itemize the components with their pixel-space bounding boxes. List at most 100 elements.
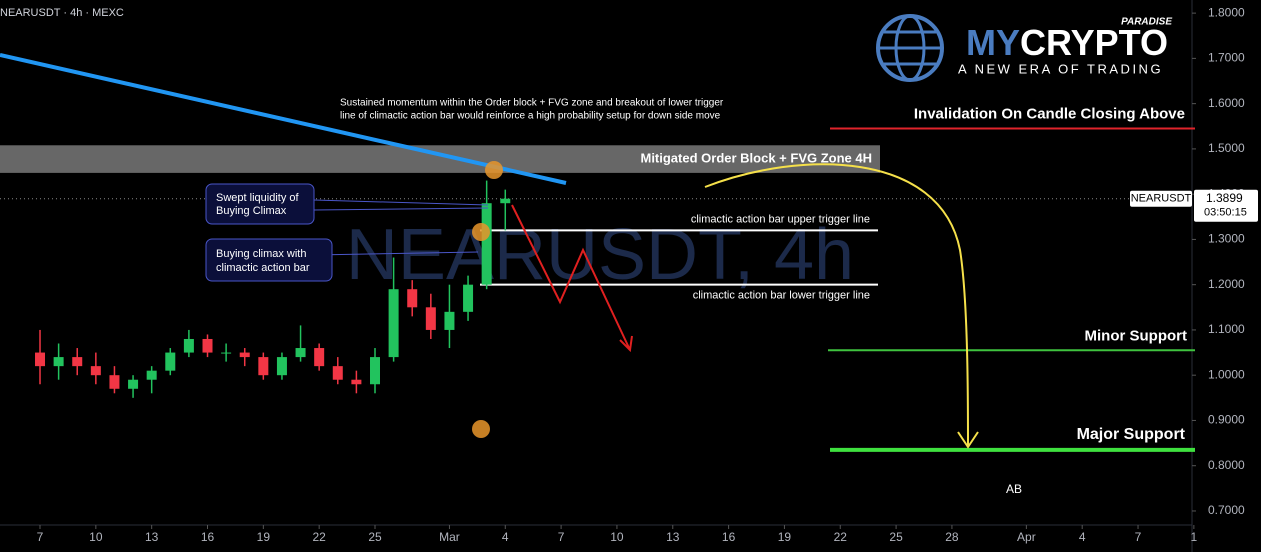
y-tick-label: 0.9000	[1208, 413, 1245, 427]
x-tick-label: 16	[201, 530, 215, 544]
callout-pointer	[313, 199, 489, 206]
callout-text: Swept liquidity of	[216, 192, 299, 204]
candle-body	[444, 311, 455, 330]
y-tick-label: 1.1000	[1208, 322, 1245, 336]
x-tick-label: Mar	[439, 530, 460, 544]
note-text: Sustained momentum within the Order bloc…	[340, 98, 724, 109]
callout-text: climactic action bar	[216, 262, 310, 274]
x-tick-label: 28	[945, 530, 959, 544]
candle-body	[53, 357, 64, 367]
logo-slogan: A NEW ERA OF TRADING	[958, 61, 1163, 76]
x-tick-label: 7	[558, 530, 565, 544]
x-tick-label: 13	[145, 530, 159, 544]
trend-line	[0, 53, 567, 185]
x-tick-label: Apr	[1017, 530, 1036, 544]
level-label: climactic action bar lower trigger line	[693, 290, 870, 302]
symbol-label: NEARUSDT	[1131, 193, 1192, 205]
x-tick-label: 25	[368, 530, 382, 544]
zone-layer: Mitigated Order Block + FVG Zone 4H	[0, 145, 880, 173]
candle-body	[481, 203, 492, 285]
zone-label: Mitigated Order Block + FVG Zone 4H	[640, 151, 872, 166]
callout-text: Buying Climax	[216, 205, 287, 217]
candle-body	[314, 348, 325, 367]
y-tick-label: 1.2000	[1208, 277, 1245, 291]
candle-body	[221, 352, 232, 354]
x-tick-label: 16	[722, 530, 736, 544]
x-tick-label: 4	[1079, 530, 1086, 544]
chart-title: NEARUSDT · 4h · MEXC	[0, 7, 124, 19]
y-tick-label: 1.0000	[1208, 367, 1245, 381]
x-tick-label: 19	[778, 530, 792, 544]
note-text: line of climactic action bar would reinf…	[340, 111, 721, 122]
candle-layer	[35, 180, 511, 398]
x-tick-label: 25	[889, 530, 903, 544]
y-tick-label: 1.6000	[1208, 96, 1245, 110]
x-tick-label: 10	[610, 530, 624, 544]
y-tick-label: 1.3000	[1208, 232, 1245, 246]
x-tick-label: 7	[37, 530, 44, 544]
candle-body	[258, 357, 269, 376]
candle-body	[90, 366, 101, 376]
x-tick-label: 4	[502, 530, 509, 544]
x-tick-label: 22	[312, 530, 326, 544]
candle-body	[109, 375, 120, 389]
candle-body	[295, 348, 306, 358]
projection-arc	[704, 163, 969, 446]
y-tick-label: 1.7000	[1208, 51, 1245, 65]
marker-circle	[485, 161, 503, 179]
candle-body	[500, 198, 511, 204]
symbol-tag	[1130, 190, 1192, 207]
logo-brand: MYCRYPTO	[966, 22, 1168, 63]
x-tick-label: 10	[89, 530, 103, 544]
level-label: Invalidation On Candle Closing Above	[914, 106, 1185, 123]
countdown-label: 03:50:15	[1204, 207, 1247, 219]
y-tick-label: 1.8000	[1208, 5, 1245, 19]
candle-body	[72, 357, 83, 367]
callout-pointer	[313, 207, 489, 211]
logo-brand-b: CRYPTO	[1020, 22, 1168, 63]
callout-box	[205, 183, 315, 225]
watermark: NEARUSDT, 4h	[346, 215, 854, 295]
projection-zigzag	[511, 204, 631, 351]
logo-tag: PARADISE	[1121, 17, 1172, 28]
x-tick-label: 13	[666, 530, 680, 544]
candle-body	[165, 352, 176, 371]
x-tick-label: 22	[834, 530, 848, 544]
marker-label: AB	[1006, 482, 1022, 496]
logo: PARADISE MYCRYPTO A NEW ERA OF TRADING	[876, 14, 1172, 82]
level-label: climactic action bar upper trigger line	[691, 213, 870, 225]
x-tick-label: 7	[1135, 530, 1142, 544]
zigzag-arrowhead	[619, 335, 633, 353]
candle-body	[425, 307, 436, 330]
candle-body	[128, 379, 139, 389]
candle-body	[351, 379, 362, 385]
candle-body	[388, 289, 399, 358]
candle-body	[35, 352, 46, 367]
candle-body	[370, 357, 381, 385]
candle-body	[332, 366, 343, 380]
candle-body	[276, 357, 287, 376]
y-tick-label: 0.7000	[1208, 503, 1245, 517]
candle-body	[239, 352, 250, 358]
callout-pointer	[313, 251, 479, 256]
y-tick-label: 1.5000	[1208, 141, 1245, 155]
candle-body	[202, 338, 213, 353]
price-label: 1.3899	[1206, 191, 1243, 205]
candle-body	[146, 370, 157, 380]
candle-body	[407, 289, 418, 308]
level-label: Major Support	[1077, 426, 1186, 443]
y-tick-label: 0.8000	[1208, 458, 1245, 472]
level-layer: Invalidation On Candle Closing Above Mino…	[0, 106, 1195, 452]
x-tick-label: 19	[257, 530, 271, 544]
marker-circle	[472, 420, 490, 438]
candle-body	[183, 338, 194, 353]
order-block-zone	[0, 145, 880, 173]
level-label: Minor Support	[1085, 327, 1187, 344]
price-tag	[1194, 189, 1258, 222]
logo-brand-a: MY	[966, 22, 1020, 63]
arc-arrowhead	[957, 431, 979, 449]
callout-box	[205, 238, 333, 282]
callout-text: Buying climax with	[216, 248, 306, 260]
